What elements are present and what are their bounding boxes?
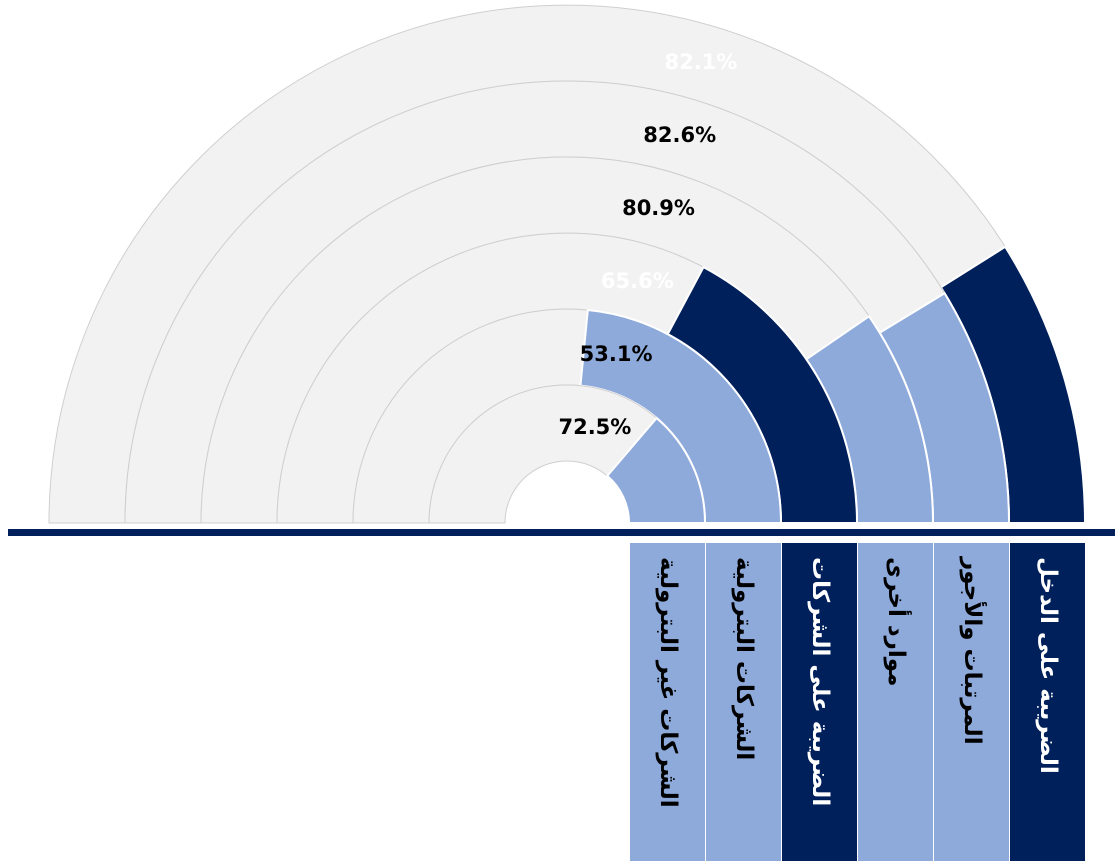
value-label-5: 53.1% xyxy=(580,342,653,366)
value-label-1: 82.1% xyxy=(664,50,737,74)
category-label-box-2: المرتبات والأجور xyxy=(933,543,1009,861)
category-label-box-5: الشركات البترولية xyxy=(705,543,781,861)
category-label-5: الشركات البترولية xyxy=(730,557,757,761)
category-label-6: الشركات غير البترولية xyxy=(654,557,681,808)
category-label-box-3: موارد أخرى xyxy=(857,543,933,861)
category-label-box-6: الشركات غير البترولية xyxy=(629,543,705,861)
category-label-4: الضريبة على الشركات xyxy=(806,557,833,807)
ring-bar-6 xyxy=(605,416,707,524)
category-label-box-4: الضريبة على الشركات xyxy=(781,543,857,861)
value-label-2: 82.6% xyxy=(643,123,716,147)
category-label-3: موارد أخرى xyxy=(882,557,909,687)
chart-baseline xyxy=(8,529,1115,536)
category-label-2: المرتبات والأجور xyxy=(958,557,985,745)
category-label-box-1: الضريبة على الدخل xyxy=(1009,543,1085,861)
category-label-1: الضريبة على الدخل xyxy=(1034,557,1061,774)
value-label-4: 65.6% xyxy=(601,269,674,293)
value-label-3: 80.9% xyxy=(622,196,695,220)
value-label-6: 72.5% xyxy=(558,415,631,439)
